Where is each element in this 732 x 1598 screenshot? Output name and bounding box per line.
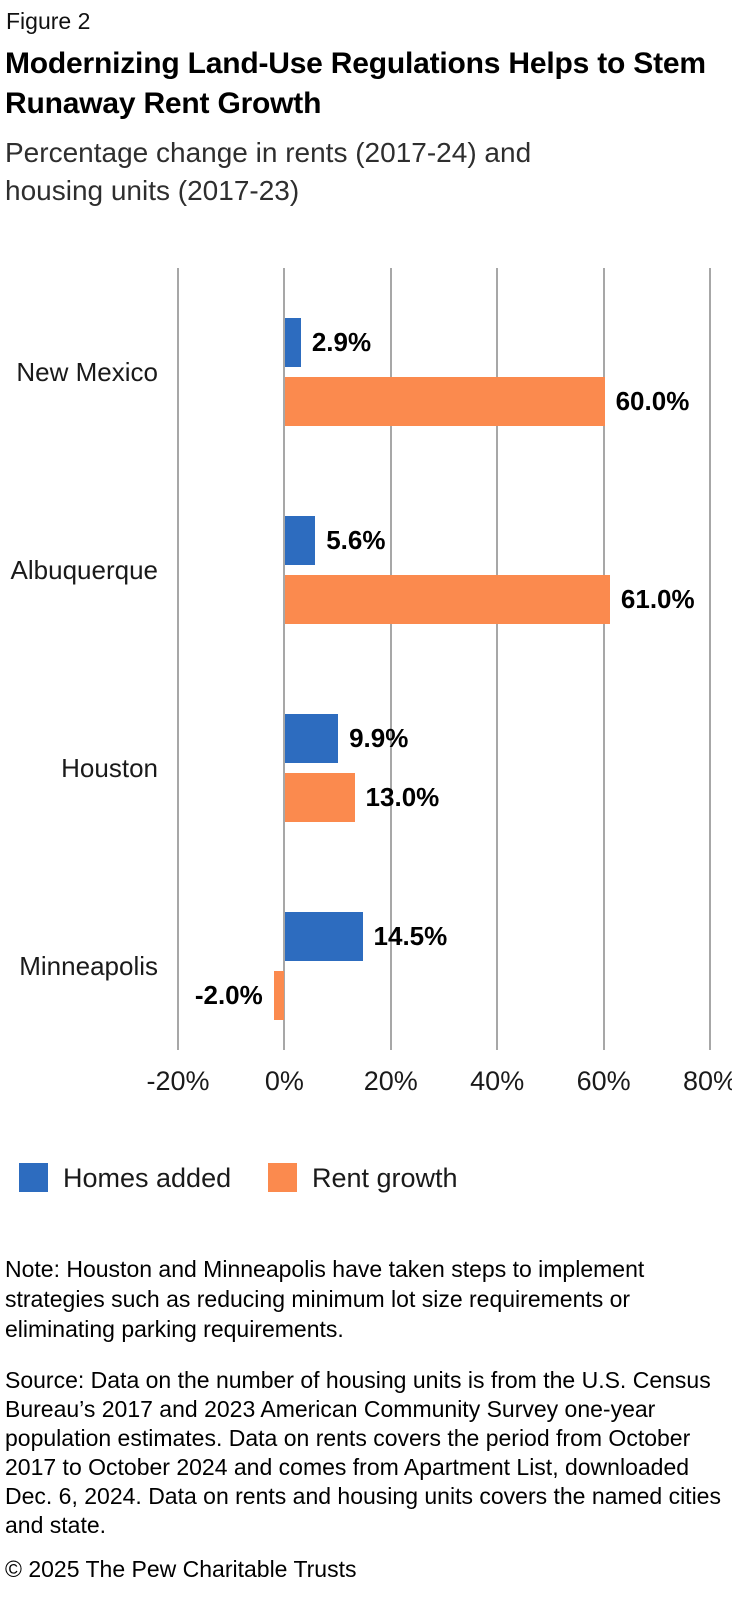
bar-value-label: 61.0% <box>620 584 695 614</box>
category-label: New Mexico <box>16 357 158 387</box>
bar-value-label: 13.0% <box>365 782 440 812</box>
gridline <box>177 268 179 1050</box>
bar-value-label: 5.6% <box>326 525 386 555</box>
chart-subtitle: Percentage change in rents (2017-24) and… <box>5 137 532 206</box>
bar-value-label: 60.0% <box>615 386 690 416</box>
gridline <box>389 268 392 1050</box>
gridline <box>709 268 711 1050</box>
category-label: Albuquerque <box>10 555 158 585</box>
x-axis-tick-label: 80% <box>682 1066 732 1096</box>
bar-homes-added <box>285 318 301 367</box>
category-label: Houston <box>61 753 158 783</box>
source-text: Source: Data on the number of housing un… <box>5 1367 721 1538</box>
x-axis-tick-label: 60% <box>576 1066 631 1096</box>
bar-homes-added <box>285 714 339 763</box>
bar-value-label: 9.9% <box>349 723 409 753</box>
bar-value-label: 14.5% <box>373 921 448 951</box>
bar-homes-added <box>285 516 316 565</box>
bar-homes-added <box>285 912 363 961</box>
x-axis-tick-label: 0% <box>264 1066 304 1096</box>
gridline <box>283 268 286 1050</box>
legend-label-homes-added: Homes added <box>63 1163 232 1193</box>
bar-value-label: 2.9% <box>311 327 372 357</box>
bar-rent-growth <box>285 773 355 822</box>
category-label: Minneapolis <box>19 951 158 981</box>
legend-label-rent-growth: Rent growth <box>312 1163 458 1193</box>
grouped-bar-chart: -20% 0% 20% 40% 60% 80% New Mexico 2.9% 60.0% Alb… <box>0 268 732 1108</box>
bar-rent-growth <box>285 377 605 426</box>
x-axis-tick-label: -20% <box>146 1066 210 1096</box>
figure-label: Figure 2 <box>6 8 91 34</box>
rent-growth-swatch <box>268 1163 297 1192</box>
x-axis-tick-label: 40% <box>470 1066 525 1096</box>
gridline <box>602 268 605 1050</box>
x-axis-tick-label: 20% <box>363 1066 418 1096</box>
bar-rent-growth <box>273 971 285 1020</box>
copyright-text: © 2025 The Pew Charitable Trusts <box>5 1556 357 1582</box>
note-text: Note: Houston and Minneapolis have taken… <box>5 1256 645 1342</box>
gridline <box>496 268 499 1050</box>
bar-value-label: -2.0% <box>194 980 263 1010</box>
bar-rent-growth <box>285 575 610 624</box>
chart-title: Modernizing Land-Use Regulations Helps t… <box>5 47 706 120</box>
legend: Homes added Rent growth <box>0 1160 732 1196</box>
homes-added-swatch <box>19 1163 48 1192</box>
